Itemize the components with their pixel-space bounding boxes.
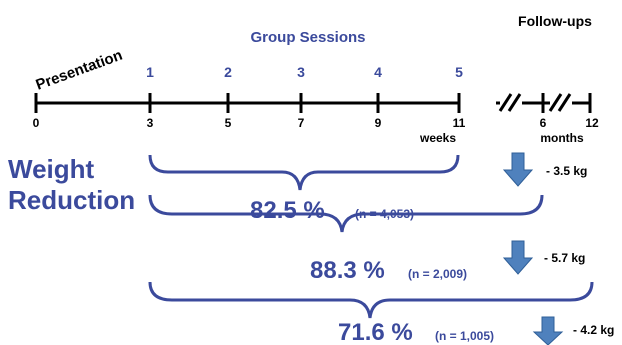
weeks-unit-label: weeks [419,131,456,145]
result-row-2: 88.3 % (n = 2,009) [310,257,467,284]
months-unit-label: months [540,131,584,145]
down-arrows [502,152,564,345]
weight-label: Weight [8,154,95,184]
month-tick-label: 6 [540,116,547,130]
result-n: (n = 2,009) [408,267,467,281]
brace-twelve-months [148,281,594,319]
result-n: (n = 4,053) [355,207,414,221]
axis-break-marks [498,90,572,116]
session-numbers: 1 2 3 4 5 [146,64,463,80]
month-tick-label: 12 [585,116,599,130]
weight-delta: - 3.5 kg [546,164,587,178]
down-arrow-icon [532,316,564,345]
down-arrow-icon [502,240,534,275]
timeline [34,93,592,113]
presentation-label: Presentation [34,47,125,94]
result-row-1: 82.5 % (n = 4,053) [250,197,414,224]
follow-ups-label: Follow-ups [518,13,592,29]
result-percent: 88.3 % [310,257,385,284]
session-number: 5 [455,64,463,80]
week-tick-label: 7 [298,116,305,130]
group-sessions-label: Group Sessions [250,29,365,46]
reduction-label-text: Reduction [8,185,135,215]
weight-delta: - 5.7 kg [544,251,585,265]
week-tick-label: 5 [225,116,232,130]
week-tick-label: 9 [375,116,382,130]
brace-sessions [148,154,460,191]
result-row-3: 71.6 % (n = 1,005) [338,319,494,345]
week-tick-label: 0 [33,116,40,130]
result-percent: 71.6 % [338,319,413,345]
session-number: 1 [146,64,154,80]
down-arrow-icon [502,152,534,187]
week-tick-label: 11 [453,116,466,130]
result-percent: 82.5 % [250,197,325,224]
session-number: 4 [374,64,382,80]
brace-six-months [148,194,544,233]
result-n: (n = 1,005) [435,329,494,343]
session-number: 2 [224,64,232,80]
braces [148,154,594,319]
week-tick-labels: 0 3 5 7 9 11 weeks [33,116,466,145]
session-number: 3 [297,64,305,80]
weight-delta: - 4.2 kg [573,323,614,337]
week-tick-label: 3 [147,116,154,130]
month-tick-labels: 6 12 months [540,116,599,145]
